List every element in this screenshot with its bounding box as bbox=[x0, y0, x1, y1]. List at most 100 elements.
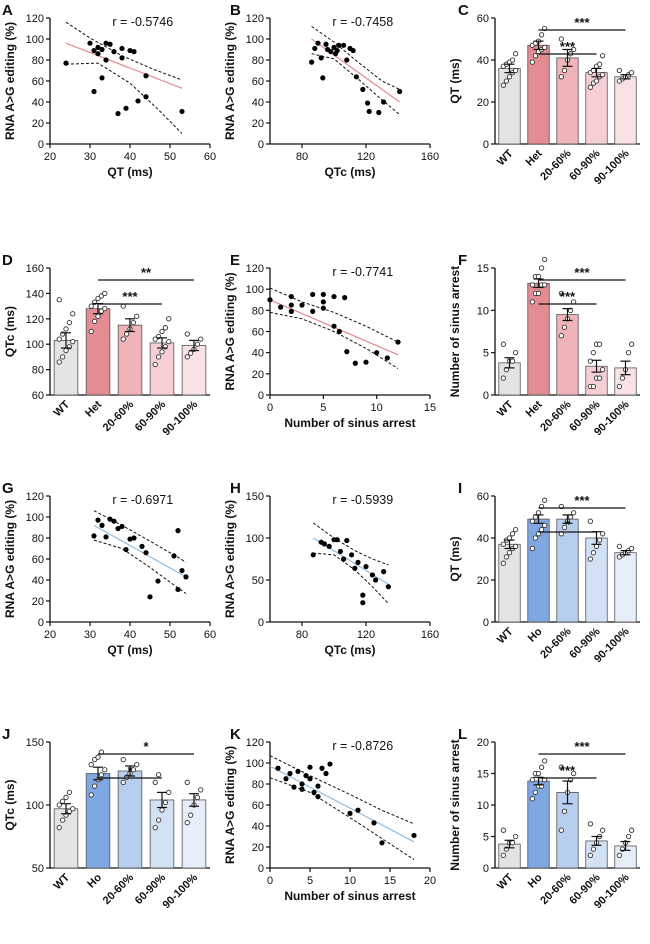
y-tick-label: 15 bbox=[477, 263, 489, 275]
data-point bbox=[107, 41, 113, 47]
data-point bbox=[127, 536, 133, 542]
data-point bbox=[115, 525, 121, 532]
sample-dot bbox=[628, 341, 635, 347]
sample-dot bbox=[500, 541, 507, 547]
data-point bbox=[175, 528, 181, 534]
y-tick-label: 80 bbox=[252, 305, 264, 317]
sample-dot bbox=[134, 313, 140, 319]
sample-dot bbox=[155, 772, 162, 778]
y-tick-label: 10 bbox=[477, 305, 489, 317]
data-point bbox=[381, 569, 387, 575]
x-tick-label: 60 bbox=[204, 629, 216, 641]
data-point bbox=[320, 299, 326, 305]
data-point bbox=[311, 789, 317, 796]
x-tick-label: 5 bbox=[307, 875, 313, 887]
x-tick-label: 20-60% bbox=[101, 398, 136, 433]
y-axis-label: QT (ms) bbox=[448, 536, 462, 581]
data-point bbox=[310, 291, 316, 298]
x-tick-label: 90-100% bbox=[160, 871, 200, 911]
x-tick-label: 20 bbox=[424, 875, 436, 887]
data-point bbox=[344, 349, 350, 355]
y-tick-label: 20 bbox=[252, 842, 264, 854]
sample-dot bbox=[500, 341, 507, 347]
sample-dot bbox=[625, 350, 632, 356]
y-axis-label: RNA A>G editing (%) bbox=[223, 500, 237, 618]
data-point bbox=[353, 74, 359, 80]
correlation-label: r = -0.7741 bbox=[332, 265, 393, 279]
sample-dot bbox=[56, 359, 62, 365]
sample-dot bbox=[509, 531, 516, 537]
panel-label-K: K bbox=[230, 726, 241, 743]
x-axis-label: QT (ms) bbox=[107, 165, 152, 179]
data-point bbox=[95, 517, 101, 523]
y-tick-label: 50 bbox=[252, 575, 264, 587]
bar bbox=[181, 345, 207, 396]
data-point bbox=[115, 110, 121, 117]
data-point bbox=[337, 548, 343, 555]
data-point bbox=[350, 47, 356, 54]
y-tick-label: 0 bbox=[483, 139, 489, 151]
x-tick-label: 0 bbox=[267, 875, 273, 887]
panel-label-B: B bbox=[230, 2, 241, 19]
data-point bbox=[320, 291, 326, 298]
data-point bbox=[278, 304, 284, 310]
data-point bbox=[91, 88, 97, 95]
sample-dot bbox=[599, 72, 606, 78]
sample-dot bbox=[587, 852, 594, 859]
data-point bbox=[119, 45, 125, 52]
x-axis-label: QTc (ms) bbox=[324, 643, 375, 657]
y-tick-label: 100 bbox=[246, 758, 264, 770]
panel-label-L: L bbox=[458, 726, 467, 743]
data-point bbox=[371, 820, 377, 826]
sample-dot bbox=[500, 852, 507, 859]
data-point bbox=[111, 518, 117, 524]
x-tick-label: Ho bbox=[85, 871, 104, 890]
y-tick-label: 60 bbox=[252, 327, 264, 339]
x-tick-label: 15 bbox=[384, 875, 396, 887]
sample-dot bbox=[63, 794, 69, 801]
y-tick-label: 60 bbox=[32, 554, 44, 566]
y-tick-label: 120 bbox=[26, 13, 44, 25]
sample-dot bbox=[509, 57, 516, 63]
y-tick-label: 150 bbox=[26, 737, 44, 749]
sample-dot bbox=[616, 67, 623, 74]
x-tick-label: 160 bbox=[421, 151, 439, 163]
panel-K: K 0 20 40 60 80 100 120 RNA A>G editing (%) 0 5 10 1… bbox=[223, 726, 436, 903]
sample-dot bbox=[198, 787, 204, 793]
data-point bbox=[327, 761, 333, 767]
x-tick-label: 60 bbox=[204, 151, 216, 163]
sample-dot bbox=[194, 341, 201, 347]
y-tick-label: 80 bbox=[32, 533, 44, 545]
sample-dot bbox=[558, 333, 565, 339]
sample-dot bbox=[587, 358, 594, 364]
sample-dot bbox=[558, 74, 565, 80]
sample-dot bbox=[70, 806, 76, 812]
data-point bbox=[360, 600, 366, 606]
data-point bbox=[309, 59, 315, 65]
sample-dot bbox=[134, 762, 140, 768]
sample-dot bbox=[130, 767, 137, 773]
sample-dot bbox=[63, 326, 69, 332]
y-axis-label: QTc (ms) bbox=[3, 306, 17, 357]
data-point bbox=[381, 99, 387, 105]
data-point bbox=[307, 764, 313, 770]
sample-dot bbox=[532, 535, 539, 541]
sample-dot bbox=[56, 802, 62, 808]
sample-dot bbox=[506, 550, 513, 556]
data-point bbox=[336, 42, 342, 48]
x-tick-label: 160 bbox=[421, 629, 439, 641]
y-tick-label: 50 bbox=[32, 863, 44, 875]
ci-upper-line bbox=[269, 755, 415, 825]
x-tick-label: 20-60% bbox=[538, 398, 573, 433]
y-tick-label: 150 bbox=[246, 491, 264, 503]
sample-dot bbox=[166, 316, 172, 322]
data-point bbox=[135, 98, 141, 104]
data-point bbox=[318, 55, 324, 61]
y-axis-label: RNA A>G editing (%) bbox=[3, 22, 17, 140]
sample-dot bbox=[70, 339, 76, 345]
ci-lower-line bbox=[269, 777, 415, 861]
ci-lower-line bbox=[311, 53, 400, 115]
x-tick-label: WT bbox=[52, 871, 73, 892]
data-point bbox=[331, 44, 337, 51]
